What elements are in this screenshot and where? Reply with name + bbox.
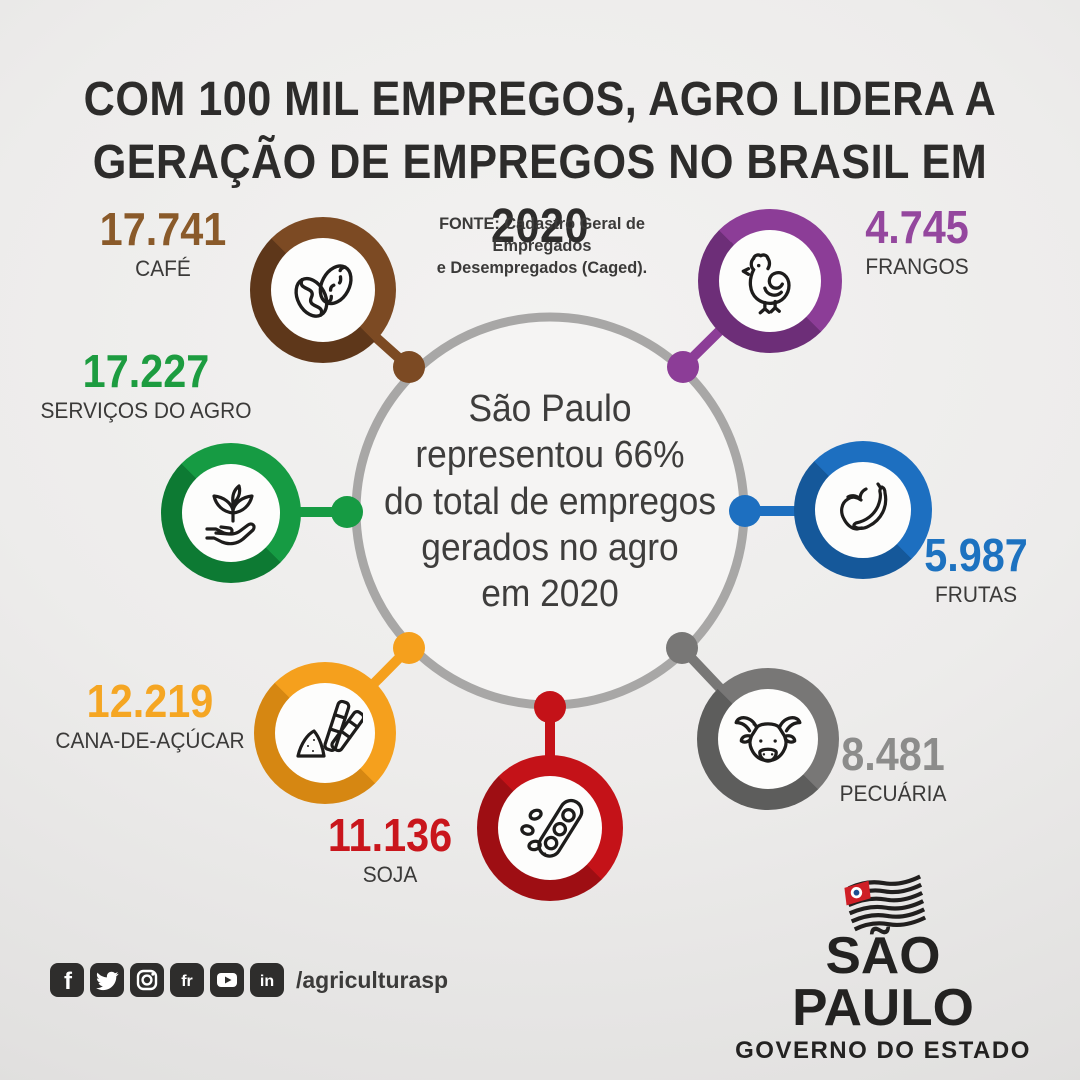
badge-cana-de-acucar <box>254 662 396 804</box>
stat-value: 17.227 <box>82 345 210 397</box>
center-statement: São Paulo representou 66% do total de em… <box>383 388 717 616</box>
stat-value: 5.987 <box>924 529 1028 581</box>
badge-cafe <box>250 217 396 363</box>
stat-cafe: 17.741 CAFÉ <box>63 206 263 282</box>
social-row: f fr in /agriculturasp <box>50 962 448 998</box>
sp-government-logo: SÃO PAULO GOVERNO DO ESTADO Secretaria d… <box>733 874 1033 1080</box>
title-line-1: COM 100 MIL EMPREGOS, AGRO LIDERA A <box>83 73 997 126</box>
sugar-cane-icon <box>296 699 363 758</box>
dot-servicos <box>331 496 363 528</box>
stat-frutas: 5.987 FRUTAS <box>876 532 1076 608</box>
badge-soja <box>477 755 623 901</box>
cattle-icon <box>734 716 802 763</box>
badge-frutas <box>794 441 932 579</box>
instagram-icon[interactable] <box>130 963 164 997</box>
soybean-pod-icon <box>520 798 584 858</box>
logo-name: SÃO PAULO <box>792 927 974 1037</box>
dot-pecuaria <box>666 632 698 664</box>
chicken-icon <box>741 253 791 315</box>
stat-label: SOJA <box>362 862 418 887</box>
stat-label: SERVIÇOS DO AGRO <box>40 398 252 423</box>
stat-servicos-do-agro: 17.227 SERVIÇOS DO AGRO <box>26 348 266 424</box>
stat-pecuaria: 8.481 PECUÁRIA <box>793 731 993 807</box>
coffee-beans-icon <box>294 264 353 318</box>
dot-frutas <box>729 495 761 527</box>
title-line-2: GERAÇÃO DE EMPREGOS NO BRASIL EM 2020 <box>92 136 988 253</box>
dot-frangos <box>667 351 699 383</box>
dot-soja <box>534 691 566 723</box>
svg-text:fr: fr <box>181 973 193 990</box>
page-title: COM 100 MIL EMPREGOS, AGRO LIDERA A GERA… <box>54 68 1026 258</box>
stat-frangos: 4.745 FRANGOS <box>817 204 1017 280</box>
stat-label: FRANGOS <box>865 254 969 279</box>
hand-plant-icon <box>205 484 256 546</box>
stat-label: CAFÉ <box>135 256 191 281</box>
stat-value: 17.741 <box>99 203 227 255</box>
stat-value: 12.219 <box>86 675 214 727</box>
badge-frangos <box>698 209 842 353</box>
badge-pecuaria <box>697 668 839 810</box>
svg-text:f: f <box>64 968 73 995</box>
sao-paulo-flag-icon <box>844 874 927 932</box>
stat-cana-de-acucar: 12.219 CANA-DE-AÇÚCAR <box>30 678 270 754</box>
stat-label: PECUÁRIA <box>839 781 947 806</box>
flickr-icon[interactable]: fr <box>170 963 204 997</box>
stat-value: 8.481 <box>841 728 945 780</box>
badge-servicos-do-agro <box>161 443 301 583</box>
source-note: FONTE: Cadastro Geral de Empregados e De… <box>436 214 648 278</box>
twitter-icon[interactable] <box>90 963 124 997</box>
logo-subtitle: GOVERNO DO ESTADO <box>735 1037 1031 1064</box>
svg-text:in: in <box>260 973 274 990</box>
stat-value: 4.745 <box>865 201 969 253</box>
stat-value: 11.136 <box>327 809 453 861</box>
apple-banana-icon <box>840 482 888 531</box>
linkedin-icon[interactable]: in <box>250 963 284 997</box>
stat-label: FRUTAS <box>934 582 1018 607</box>
youtube-icon[interactable] <box>210 963 244 997</box>
facebook-icon[interactable]: f <box>50 963 84 997</box>
dot-cafe <box>393 351 425 383</box>
stat-soja: 11.136 SOJA <box>290 812 490 888</box>
social-handle: /agriculturasp <box>296 966 449 993</box>
dot-cana <box>393 632 425 664</box>
stat-label: CANA-DE-AÇÚCAR <box>55 728 245 753</box>
